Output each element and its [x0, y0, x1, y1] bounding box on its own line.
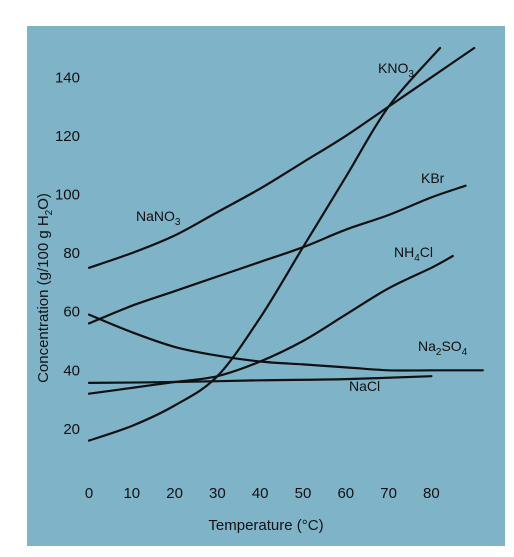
- x-axis-title: Temperature (°C): [208, 517, 323, 534]
- x-tick-label: 50: [295, 485, 312, 502]
- y-tick-label: 100: [55, 187, 80, 204]
- chart-background: [27, 26, 505, 546]
- series-label-nacl: NaCl: [349, 378, 380, 394]
- series-curves: [87, 46, 484, 442]
- curve-na2so4: [87, 313, 484, 372]
- series-label-na2so4: Na2SO4: [418, 338, 468, 358]
- series-label-kno3: KNO3: [378, 60, 414, 80]
- curve-kno3: [87, 46, 442, 442]
- y-tick-label: 20: [63, 421, 80, 438]
- curve-nano3: [87, 46, 476, 269]
- x-tick-label: 60: [337, 485, 354, 502]
- series-label-nh4cl: NH4Cl: [394, 244, 433, 264]
- y-tick-label: 80: [63, 245, 80, 262]
- x-tick-label: 80: [423, 485, 440, 502]
- x-tick-label: 70: [380, 485, 397, 502]
- x-tick-labels: 0 10 20 30 40 50 60 70 80: [85, 485, 440, 502]
- x-tick-label: 20: [166, 485, 183, 502]
- x-tick-label: 30: [209, 485, 226, 502]
- x-tick-label: 40: [252, 485, 269, 502]
- curve-kbr: [87, 184, 467, 325]
- y-tick-label: 40: [63, 362, 80, 379]
- x-tick-label: 0: [85, 485, 93, 502]
- curve-nh4cl: [87, 254, 454, 395]
- x-tick-label: 10: [123, 485, 140, 502]
- y-tick-label: 60: [63, 304, 80, 321]
- y-tick-label: 140: [55, 69, 80, 86]
- y-tick-labels: 20 40 60 80 100 120 140: [55, 69, 80, 438]
- y-tick-label: 120: [55, 128, 80, 145]
- y-axis-title: Concentration (g/100 g H2O): [35, 193, 55, 383]
- series-label-nano3: NaNO3: [136, 208, 181, 228]
- series-labels: KNO3 NaNO3 KBr NH4Cl Na2SO4 NaCl: [136, 60, 468, 394]
- series-label-kbr: KBr: [421, 170, 445, 186]
- curve-nacl: [87, 375, 433, 384]
